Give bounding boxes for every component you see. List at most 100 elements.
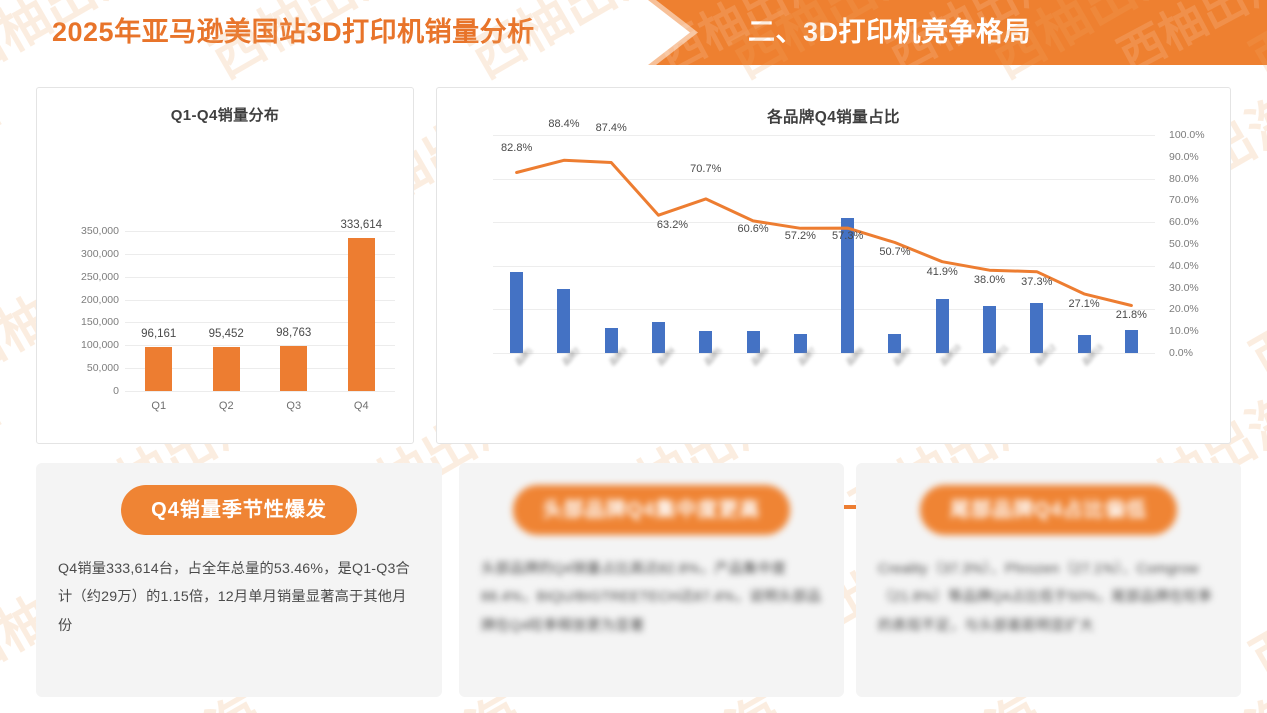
watermark-text: 西柚出海: [0, 385, 12, 540]
insight-card-2-body: 头部品牌的Q4销量占比高达82.8%，产品集中度88.4%，BIQU/BIGTR…: [481, 561, 822, 634]
right-chart-gridline: [493, 265, 1155, 267]
right-chart-bar: [746, 331, 760, 353]
watermark-text: 西柚出海: [0, 85, 12, 240]
left-chart-gridline: [125, 322, 395, 324]
left-chart-ytick-label: 200,000: [81, 293, 119, 306]
right-chart-panel: 各品牌Q4销量占比 0.0% 10.0% 20.0% 30.0% 40.0% 50.0% 6…: [436, 87, 1232, 514]
right-combo-chart-plot: 0.0% 10.0% 20.0% 30.0% 40.0% 50.0% 60.0% 70.0% 8…: [437, 88, 1232, 445]
left-bar-chart-plot: 0 50,000 100,000 150,000 200,000 250,000 300,0…: [37, 88, 415, 445]
right-chart-percent-label: 70.7%: [690, 162, 722, 175]
insight-card-1-body: Q4销量333,614台，占全年总量的53.46%，是Q1-Q3合计（约29万）…: [58, 561, 410, 634]
right-chart-percent-label: 27.1%: [1068, 297, 1100, 310]
right-chart-gridline: [493, 222, 1155, 224]
header-right-title: 二、3D打印机竞争格局: [748, 17, 1032, 47]
left-chart-title: Q1-Q4销量分布: [170, 107, 280, 124]
left-chart-ytick-label: 100,000: [81, 339, 119, 352]
left-chart-value-label: 333,614: [340, 219, 383, 232]
right-chart-line-series: [515, 158, 1133, 307]
left-chart-xtick-label: Q1: [151, 400, 167, 412]
right-chart-bar: [841, 218, 855, 353]
right-chart-bar: [983, 306, 996, 353]
right-chart-percent-label: 37.3%: [1021, 275, 1053, 288]
insight-card-3-body: Creality（37.3%）、Phrozen（27.1%）、Comgrow（2…: [878, 561, 1213, 634]
left-chart-ytick-label: 350,000: [81, 225, 119, 237]
right-chart-ytick-label: 100.0%: [1169, 129, 1205, 141]
right-chart-gridline: [493, 309, 1155, 311]
right-chart-ytick-label: 60.0%: [1169, 216, 1199, 229]
insight-card-1: Q4销量季节性爆发 Q4销量333,614台，占全年总量的53.46%，是Q1-…: [36, 463, 442, 697]
left-chart-xtick-label: Q3: [286, 400, 302, 412]
left-chart-xtick-label: Q4: [353, 400, 369, 412]
left-chart-bar: [145, 347, 173, 391]
left-chart-bar: [347, 238, 375, 391]
left-chart-value-label: 96,161: [141, 328, 177, 341]
left-chart-gridline: [125, 276, 395, 278]
right-chart-bar: [1077, 335, 1091, 353]
left-chart-bar: [280, 345, 308, 391]
left-chart-xtick-label: Q2: [218, 400, 234, 412]
insight-card-3: 尾部品牌Q4占比偏低 Creality（37.3%）、Phrozen（27.1%…: [856, 463, 1241, 697]
right-chart-bar: [1124, 329, 1138, 353]
left-chart-panel: Q1-Q4销量分布 0 50,000 100,000 150,000 200,000 25…: [36, 87, 415, 513]
right-chart-bar: [935, 299, 949, 353]
left-chart-bar: [212, 347, 240, 391]
legend-swatch-q4-share-icon: [836, 505, 862, 509]
left-chart-gridline: [125, 345, 395, 347]
right-chart-title: 各品牌Q4销量占比: [767, 109, 900, 126]
right-chart-bar: [510, 272, 524, 353]
right-chart-ytick-label: 0.0%: [1169, 347, 1193, 359]
right-chart-ytick-label: 50.0%: [1169, 238, 1199, 250]
header-watermark-text: 西柚出海: [1105, 0, 1267, 65]
header-white-chevron-band: [0, 0, 690, 65]
right-chart-bar: [888, 334, 902, 353]
watermark-text: 西柚出海: [1242, 235, 1267, 390]
left-chart-value-label: 95,452: [208, 328, 244, 341]
right-chart-ytick-label: 20.0%: [1169, 303, 1199, 316]
left-chart-ytick-label: 50,000: [86, 362, 119, 375]
right-chart-percent-label: 82.8%: [501, 142, 533, 155]
right-chart-gridline: [493, 178, 1155, 180]
right-chart-bar: [604, 327, 618, 353]
left-chart-gridline: [125, 253, 395, 255]
left-chart-ytick-label: 150,000: [81, 316, 119, 329]
watermark-text: 西柚出海: [0, 673, 13, 713]
right-chart-bar: [1030, 302, 1044, 353]
right-chart-percent-label: 88.4%: [548, 118, 580, 131]
right-chart-bar: [652, 322, 665, 353]
right-chart-bar: [699, 330, 713, 353]
right-chart-percent-label: 63.2%: [656, 219, 689, 232]
header-left-title: 2025年亚马逊美国站3D打印机销量分析: [52, 17, 535, 47]
left-chart-ytick-label: 300,000: [81, 247, 119, 260]
right-chart-percent-label: 21.8%: [1115, 309, 1147, 322]
insight-card-2-pill: 头部品牌Q4集中度更高: [512, 485, 791, 535]
right-chart-gridline: [493, 135, 1155, 136]
right-chart-percent-label: 57.2%: [784, 230, 816, 243]
right-chart-bar: [793, 334, 807, 353]
left-chart-ytick-label: 0: [113, 385, 119, 397]
right-chart-gridline: [493, 353, 1155, 354]
insight-card-1-pill: Q4销量季节性爆发: [121, 485, 357, 535]
right-chart-percent-label: 87.4%: [595, 122, 627, 135]
insight-card-2: 头部品牌Q4集中度更高 头部品牌的Q4销量占比高达82.8%，产品集中度88.4…: [459, 463, 844, 697]
left-chart-ytick-label: 250,000: [81, 270, 119, 283]
right-chart-ytick-label: 80.0%: [1169, 172, 1199, 185]
left-chart-gridline: [125, 299, 395, 301]
right-chart-percent-label: 57.3%: [832, 230, 864, 243]
right-chart-bar: [557, 289, 571, 353]
right-chart-ytick-label: 90.0%: [1169, 150, 1199, 163]
left-chart-gridline: [125, 391, 395, 392]
left-chart-gridline: [125, 368, 395, 370]
left-chart-gridline: [125, 231, 395, 232]
right-chart-ytick-label: 10.0%: [1169, 325, 1199, 338]
right-chart-percent-label: 60.6%: [737, 222, 769, 235]
right-chart-ytick-label: 70.0%: [1169, 194, 1199, 207]
right-chart-percent-label: 50.7%: [879, 246, 911, 259]
right-chart-percent-label: 41.9%: [926, 265, 958, 278]
right-chart-ytick-label: 30.0%: [1169, 281, 1199, 294]
right-chart-ytick-label: 40.0%: [1169, 259, 1199, 272]
right-chart-percent-label: 38.0%: [973, 274, 1006, 287]
left-chart-value-label: 98,763: [276, 326, 312, 339]
insight-card-3-pill: 尾部品牌Q4占比偏低: [920, 485, 1177, 535]
